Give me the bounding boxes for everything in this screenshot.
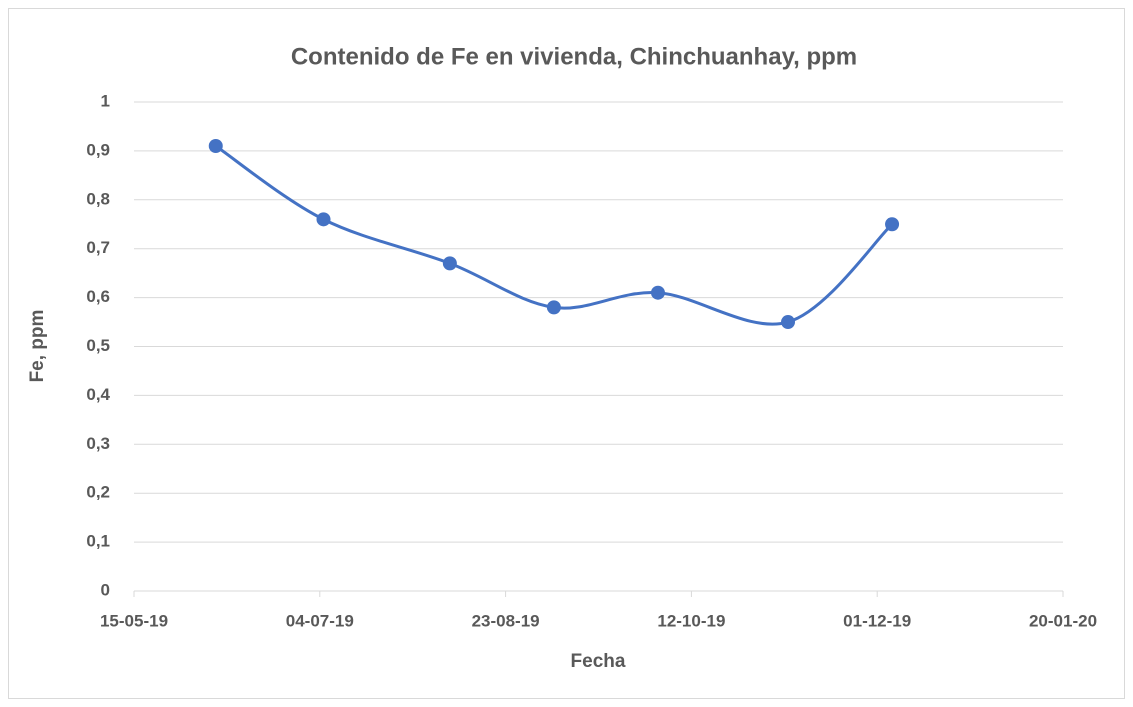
data-point bbox=[208, 139, 223, 154]
y-tick-label: 0,8 bbox=[86, 189, 110, 208]
chart-title: Contenido de Fe en vivienda, Chinchuanha… bbox=[291, 43, 857, 70]
y-tick-label: 0,5 bbox=[86, 336, 110, 355]
x-axis-title: Fecha bbox=[571, 651, 626, 672]
y-tick-label: 0,7 bbox=[86, 238, 110, 257]
x-tick-label: 04-07-19 bbox=[286, 611, 354, 630]
data-point bbox=[781, 315, 796, 330]
y-tick-label: 0,9 bbox=[86, 140, 110, 159]
y-tick-label: 0,3 bbox=[86, 434, 110, 453]
data-point bbox=[316, 212, 331, 227]
y-axis-title: Fe, ppm bbox=[27, 310, 48, 383]
y-tick-label: 0,4 bbox=[86, 385, 110, 404]
x-tick-label: 01-12-19 bbox=[843, 611, 911, 630]
y-tick-label: 0,1 bbox=[86, 532, 110, 551]
y-tick-label: 1 bbox=[101, 91, 110, 110]
y-tick-label: 0,2 bbox=[86, 483, 110, 502]
y-tick-label: 0,6 bbox=[86, 287, 110, 306]
x-tick-label: 23-08-19 bbox=[472, 611, 540, 630]
data-point bbox=[650, 285, 665, 300]
y-tick-label: 0 bbox=[101, 580, 110, 599]
x-tick-label: 12-10-19 bbox=[657, 611, 725, 630]
data-point bbox=[885, 217, 900, 232]
data-point bbox=[442, 256, 457, 271]
x-tick-label: 15-05-19 bbox=[100, 611, 168, 630]
x-tick-label: 20-01-20 bbox=[1029, 611, 1097, 630]
data-point bbox=[546, 300, 561, 315]
chart-border bbox=[8, 8, 1125, 699]
